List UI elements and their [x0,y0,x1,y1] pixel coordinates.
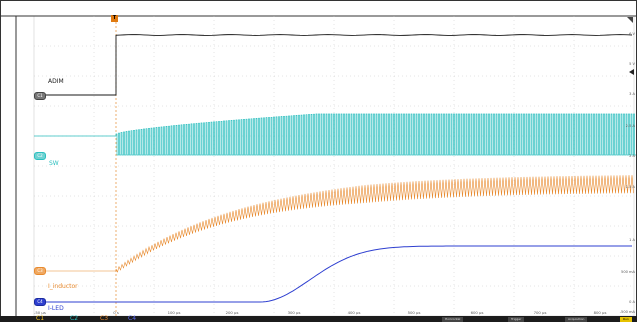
waveform-sw [34,113,636,156]
scale-label: 1.5 A [625,185,635,189]
scale-label: 3 A [629,92,635,96]
channel-badge-c4[interactable]: C4 [34,298,46,306]
run-button[interactable]: Run [620,317,632,322]
time-axis-label: 400 µs [347,310,361,315]
waveform-inductor [34,175,634,273]
status-channel-c4[interactable]: C4 [128,315,137,322]
trigger-button[interactable]: Trigger [508,317,525,322]
cursor-marker-icon[interactable] [629,69,634,75]
channel-name-inductor: I_inductor [48,283,78,290]
channel-name-adim: ADIM [48,78,64,85]
horizontal-button[interactable]: Horizontal [442,317,464,322]
scale-label: 5 V [629,62,635,66]
time-axis-label: 200 µs [225,310,239,315]
time-axis-label: 800 µs [593,310,607,315]
scale-label: 1 A [629,238,635,242]
channel-badge-c1[interactable]: C1 [34,92,46,100]
status-channel-c3[interactable]: C3 [100,315,109,322]
time-axis-label: 500 µs [407,310,421,315]
scale-label: 2 A [629,154,635,158]
corner-arrow-icon [627,17,633,23]
scale-label: 0 A [629,300,635,304]
waveform-adim [34,34,633,96]
scale-label: 500 mA [621,270,635,274]
status-channel-c1[interactable]: C1 [36,315,45,322]
bottom-status-bar: C1 C2 C3 C4 Horizontal Trigger Acquisiti… [0,316,637,322]
time-axis-start-label: -50 µs [34,310,46,315]
scale-label: 2.5 A [625,124,635,128]
status-channel-c2[interactable]: C2 [70,315,79,322]
acquisition-button[interactable]: Acquisition [565,317,588,322]
scale-label: 6 V [629,32,635,36]
time-axis-label: 0 s [113,310,119,315]
waveform-led [34,245,632,303]
time-axis-label: 300 µs [287,310,301,315]
time-axis-label: 600 µs [470,310,484,315]
channel-name-sw: SW [49,160,59,167]
trigger-marker-icon[interactable]: T [111,15,118,22]
channel-name-led: I-LED [48,305,64,312]
time-axis-label: 700 µs [533,310,547,315]
channel-badge-c2[interactable]: C2 [34,152,46,160]
time-axis-label: 100 µs [167,310,181,315]
scale-label: -500 mA [619,310,635,314]
channel-badge-c3[interactable]: C3 [34,267,46,275]
